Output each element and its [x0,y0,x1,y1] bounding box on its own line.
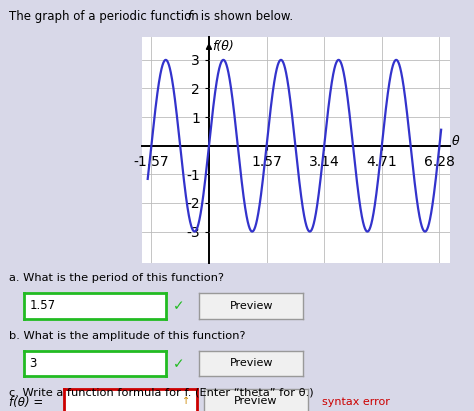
Text: f(θ): f(θ) [212,40,234,53]
Text: 1.57: 1.57 [29,299,55,312]
Text: Preview: Preview [229,358,273,368]
Text: Preview: Preview [234,396,278,406]
Text: a. What is the period of this function?: a. What is the period of this function? [9,273,225,283]
Text: ✓: ✓ [173,300,185,314]
Text: The graph of a periodic function: The graph of a periodic function [9,10,203,23]
Text: ↑: ↑ [182,396,190,406]
Text: syntax error: syntax error [322,397,390,407]
Text: ✓: ✓ [173,357,185,371]
Text: c. Write a function formula for f. (Enter “theta” for θ.): c. Write a function formula for f. (Ente… [9,387,314,397]
Text: b. What is the amplitude of this function?: b. What is the amplitude of this functio… [9,331,246,341]
Text: f(θ) =: f(θ) = [9,396,44,409]
Text: f: f [187,10,191,23]
Text: θ: θ [452,135,460,148]
Text: 3: 3 [29,357,37,370]
Text: Preview: Preview [229,301,273,311]
Text: is shown below.: is shown below. [197,10,293,23]
